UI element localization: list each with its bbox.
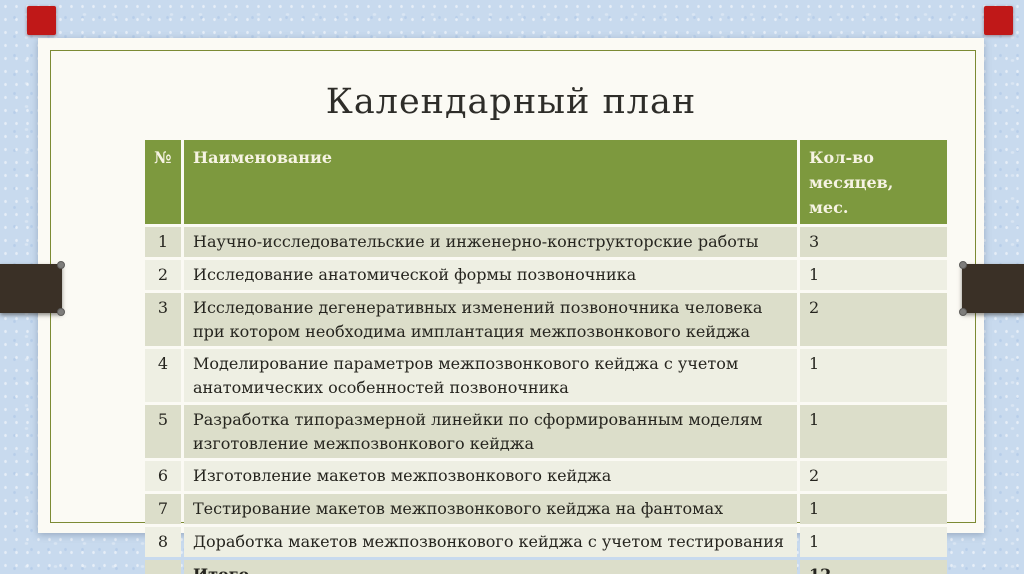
total-label-cell: Итого: [184, 560, 797, 574]
row-number-cell: 5: [145, 405, 181, 459]
row-months-cell: 3: [800, 227, 947, 258]
row-months-cell: 1: [800, 494, 947, 525]
row-name-cell: Доработка макетов межпозвонкового кейджа…: [184, 527, 797, 558]
row-name-cell: Моделирование параметров межпозвонкового…: [184, 349, 797, 403]
row-number-cell: 2: [145, 260, 181, 291]
row-number-cell: 7: [145, 494, 181, 525]
row-months-cell: 2: [800, 293, 947, 347]
row-number-cell: 1: [145, 227, 181, 258]
handle-dot-icon: [57, 308, 65, 316]
side-bar-right: [959, 261, 1024, 316]
table-row: 6 Изготовление макетов межпозвонкового к…: [145, 461, 947, 492]
red-corner-accent-right: [984, 6, 1013, 35]
handle-dot-icon: [959, 308, 967, 316]
row-number-cell: 3: [145, 293, 181, 347]
total-number-cell: [145, 560, 181, 574]
handle-dot-icon: [57, 261, 65, 269]
row-name-cell: Тестирование макетов межпозвонкового кей…: [184, 494, 797, 525]
slide-title: Календарный план: [325, 82, 697, 122]
row-months-cell: 1: [800, 527, 947, 558]
header-cell-number: №: [145, 140, 181, 225]
row-name-cell: Научно-исследовательские и инженерно-кон…: [184, 227, 797, 258]
row-months-cell: 1: [800, 349, 947, 403]
row-months-cell: 1: [800, 405, 947, 459]
total-months-cell: 12: [800, 560, 947, 574]
table-row: 7 Тестирование макетов межпозвонкового к…: [145, 494, 947, 525]
header-cell-name: Наименование: [184, 140, 797, 225]
row-number-cell: 8: [145, 527, 181, 558]
row-name-cell: Исследование дегенеративных изменений по…: [184, 293, 797, 347]
row-number-cell: 6: [145, 461, 181, 492]
row-name-cell: Исследование анатомической формы позвоно…: [184, 260, 797, 291]
row-number-cell: 4: [145, 349, 181, 403]
calendar-plan-table: № Наименование Кол-во месяцев, мес. 1 На…: [142, 137, 950, 574]
row-name-cell: Разработка типоразмерной линейки по сфор…: [184, 405, 797, 459]
table-row: 8 Доработка макетов межпозвонкового кейд…: [145, 527, 947, 558]
table-row: 4 Моделирование параметров межпозвонково…: [145, 349, 947, 403]
total-value: 12: [809, 565, 831, 574]
row-name-cell: Изготовление макетов межпозвонкового кей…: [184, 461, 797, 492]
table-row: 1 Научно-исследовательские и инженерно-к…: [145, 227, 947, 258]
table-row: 3 Исследование дегенеративных изменений …: [145, 293, 947, 347]
side-bar-left: [0, 261, 65, 316]
table-header-row: № Наименование Кол-во месяцев, мес.: [145, 140, 947, 225]
table-total-row: Итого 12: [145, 560, 947, 574]
handle-dot-icon: [959, 261, 967, 269]
slide-panel: Календарный план № Наименование Кол-во м…: [38, 38, 984, 574]
header-cell-months: Кол-во месяцев, мес.: [800, 140, 947, 225]
row-months-cell: 2: [800, 461, 947, 492]
row-months-cell: 1: [800, 260, 947, 291]
table-row: 2 Исследование анатомической формы позво…: [145, 260, 947, 291]
total-label: Итого: [193, 565, 249, 574]
table-row: 5 Разработка типоразмерной линейки по сф…: [145, 405, 947, 459]
red-corner-accent-left: [27, 6, 56, 35]
